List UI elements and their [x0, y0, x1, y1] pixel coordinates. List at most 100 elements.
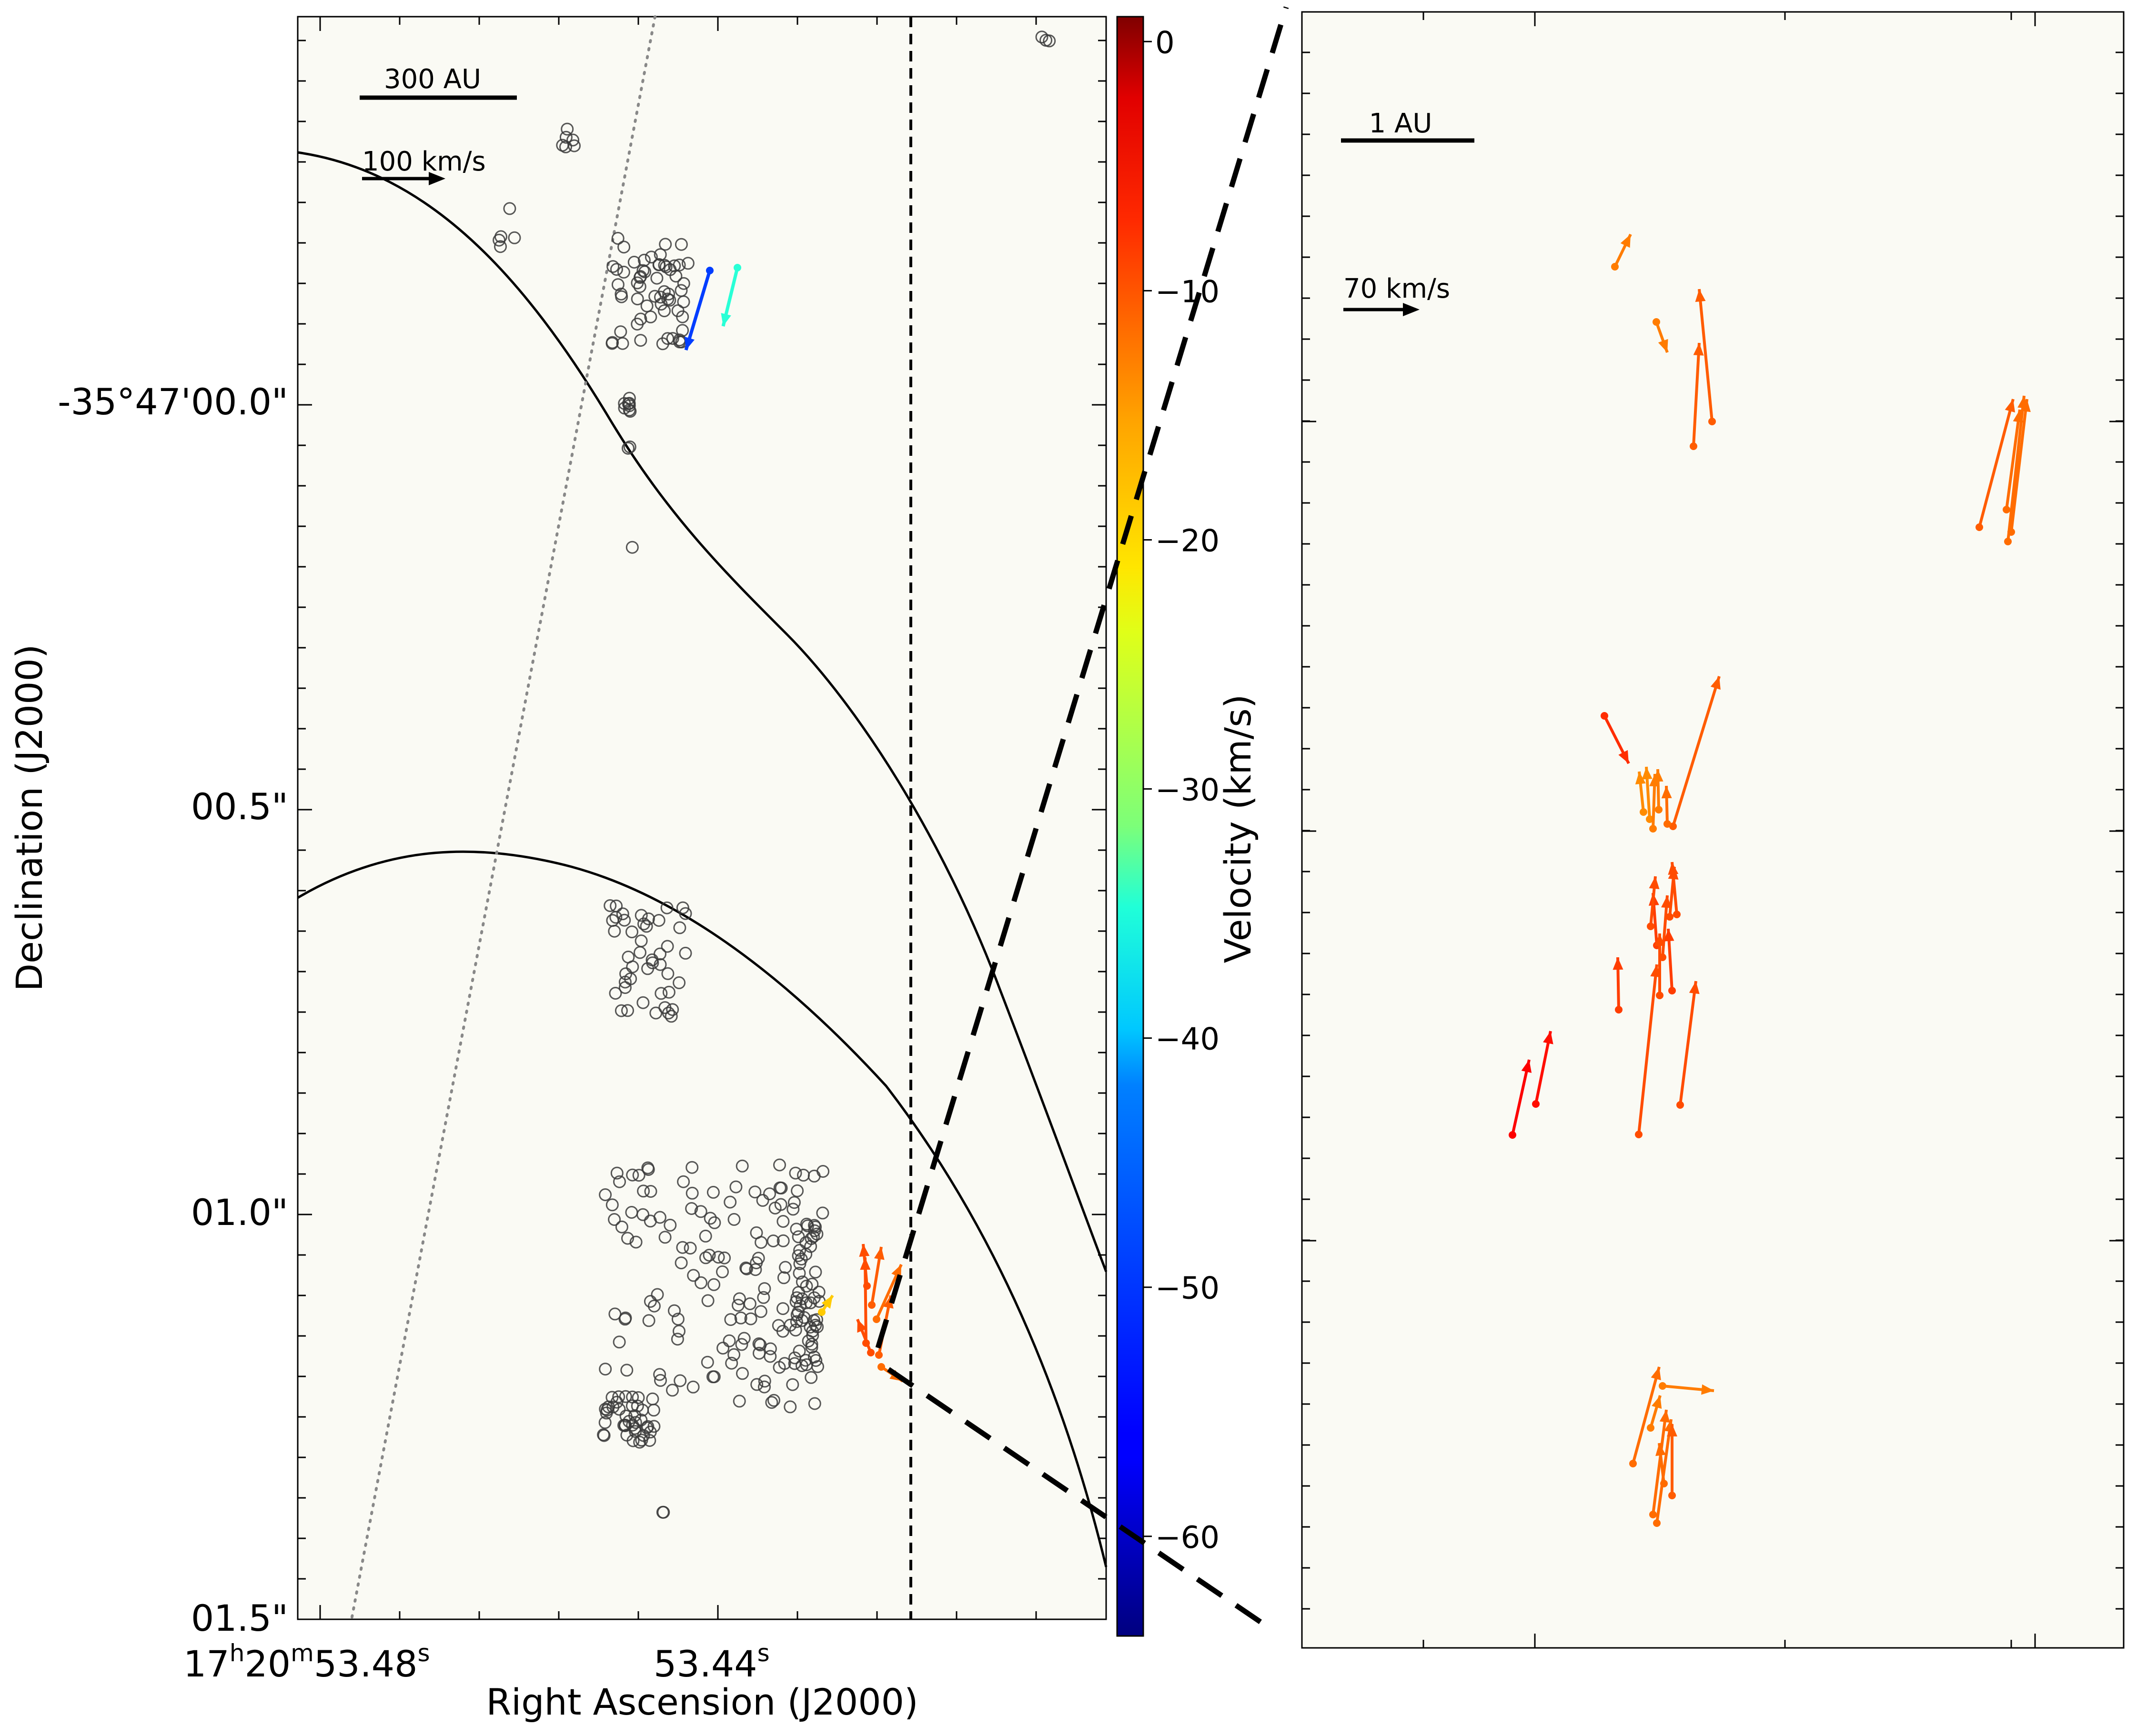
velocity-vector-shaft — [1534, 1031, 1552, 1104]
maser-spot — [788, 1351, 801, 1365]
x-tick-label-0: 17h20m53.48s — [183, 1639, 430, 1685]
velocity-vector-origin — [1676, 1101, 1684, 1109]
velocity-vector — [1647, 876, 1660, 930]
maser-spot — [808, 1397, 821, 1410]
maser-spot — [608, 1213, 621, 1226]
maser-spot — [598, 1416, 612, 1429]
velocity-vector-origin — [1615, 1006, 1623, 1014]
velocity-vector-origin — [1668, 987, 1676, 994]
velocity-vector-origin — [1655, 806, 1663, 813]
velocity-vector-head — [1650, 964, 1661, 978]
maser-spot — [605, 1391, 619, 1404]
velocity-vector-cyan-head — [721, 313, 731, 326]
velocity-vector-orange-origin — [868, 1301, 876, 1309]
maser-spot — [624, 972, 637, 985]
right-velocity-vectors — [1509, 233, 2031, 1527]
maser-spot — [767, 1394, 780, 1407]
velocity-vector-orange-head — [857, 1319, 867, 1333]
boundary-curve-upper — [297, 151, 1108, 1272]
maser-spot — [725, 1356, 738, 1370]
maser-spot — [773, 1361, 786, 1374]
maser-spot — [665, 1010, 678, 1023]
velocity-vector — [1509, 1059, 1532, 1139]
maser-spot — [660, 901, 674, 914]
maser-spot — [676, 1241, 689, 1254]
maser-spot — [645, 251, 658, 264]
maser-spot — [800, 1279, 813, 1293]
maser-spot — [686, 1380, 700, 1394]
maser-spot — [737, 1332, 751, 1345]
maser-spot — [599, 1188, 612, 1201]
maser-spot — [792, 1286, 805, 1299]
vector-key-100kms-label: 100 km/s — [362, 146, 486, 177]
maser-spot — [758, 1282, 771, 1295]
maser-spot — [735, 1338, 748, 1351]
maser-spot — [796, 1359, 808, 1372]
velocity-vector — [2007, 399, 2031, 536]
maser-spot — [792, 1249, 805, 1262]
velocity-vector — [1647, 1395, 1662, 1432]
velocity-vector-orange-shaft — [864, 1257, 867, 1344]
maser-spot — [632, 1169, 645, 1182]
maser-spot — [679, 946, 692, 960]
velocity-vector-shaft — [2005, 409, 2021, 510]
maser-spot — [613, 1335, 626, 1349]
velocity-vector-orange-origin — [873, 1315, 880, 1323]
maser-spot — [790, 1291, 804, 1305]
maser-spot — [784, 1400, 797, 1414]
right-tick-marks — [1302, 12, 2124, 1648]
maser-spot — [699, 1229, 712, 1243]
maser-spot — [616, 337, 629, 350]
maser-spot — [649, 1006, 663, 1020]
maser-spot — [610, 1395, 624, 1409]
maser-spot — [662, 287, 675, 301]
maser-spot — [599, 1403, 612, 1416]
velocity-vector — [1613, 957, 1623, 1014]
colorbar: 0 −10 −20 −30 −40 −50 −60 Velocity (km/s) — [1116, 16, 1259, 1637]
maser-spot — [739, 1261, 753, 1274]
maser-spot — [633, 280, 646, 293]
x-tick-0-minutes: 20 — [244, 1643, 291, 1685]
velocity-vector-origin — [1532, 1100, 1540, 1108]
maser-spot — [687, 1269, 700, 1282]
maser-spot — [699, 1251, 712, 1264]
maser-spot — [671, 1313, 685, 1326]
velocity-vector-origin — [1653, 318, 1660, 326]
maser-spot — [776, 1302, 789, 1315]
velocity-vector-head — [2005, 399, 2016, 412]
velocity-vector-origin — [1646, 815, 1653, 823]
maser-spot — [756, 1194, 769, 1207]
maser-spot — [611, 278, 625, 291]
dotted-reference-line — [350, 15, 656, 1621]
y-tick-label-2: 01.0" — [191, 1191, 288, 1234]
velocity-vector-head — [1659, 1410, 1670, 1423]
velocity-vector-origin — [1653, 1519, 1661, 1527]
vector-key-70kms-label: 70 km/s — [1343, 273, 1450, 304]
velocity-vector-shaft — [1655, 1419, 1673, 1524]
velocity-vector — [1659, 1382, 1714, 1395]
y-tick-label-3: 01.5" — [191, 1597, 288, 1639]
velocity-vector — [1667, 1424, 1677, 1499]
maser-spot — [561, 122, 574, 136]
maser-spot — [675, 284, 688, 297]
maser-spot — [752, 1337, 766, 1350]
maser-spot — [805, 1371, 818, 1384]
maser-spot — [810, 1313, 823, 1326]
maser-spot — [786, 1378, 799, 1391]
velocity-vector-cyan — [721, 264, 741, 327]
maser-spot — [796, 1314, 809, 1327]
maser-spot — [604, 899, 617, 912]
maser-spot — [703, 1248, 716, 1262]
maser-spot — [764, 1350, 777, 1363]
maser-spot — [611, 231, 625, 245]
maser-spot — [606, 260, 620, 273]
maser-spot — [748, 1185, 762, 1199]
maser-spot — [724, 1313, 737, 1326]
velocity-vector — [1661, 785, 1672, 828]
maser-spot — [597, 1428, 610, 1441]
maser-spot — [706, 1185, 720, 1199]
vector-key-70kms-arrowhead — [1403, 303, 1420, 316]
maser-spot — [618, 913, 631, 927]
maser-spot — [671, 304, 685, 317]
velocity-vector-blue — [684, 267, 714, 351]
